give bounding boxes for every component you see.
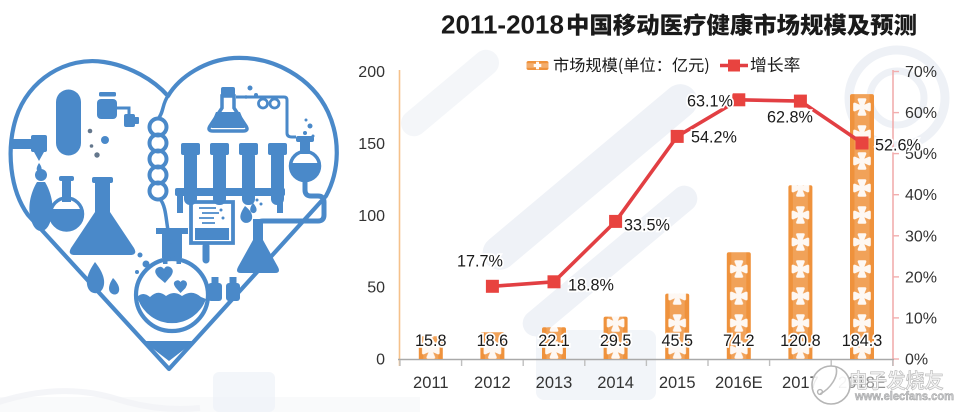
svg-text:150: 150 [358,136,385,153]
svg-text:74.2: 74.2 [723,332,755,350]
svg-text:18.8%: 18.8% [568,277,614,295]
svg-text:45.5: 45.5 [661,332,693,350]
svg-text:2017: 2017 [782,374,819,392]
svg-text:30%: 30% [905,228,937,245]
svg-text:120.8: 120.8 [780,332,821,350]
svg-text:2011-2018: 2011-2018 [441,10,564,40]
svg-text:29.5: 29.5 [600,332,632,350]
svg-text:50%: 50% [905,146,937,163]
svg-text:52.6%: 52.6% [875,137,921,155]
svg-text:40%: 40% [905,187,937,204]
svg-text:70%: 70% [905,64,937,81]
svg-text:20%: 20% [905,269,937,286]
svg-text:2012: 2012 [474,374,511,392]
svg-text:15.8: 15.8 [415,332,447,350]
svg-text:60%: 60% [905,105,937,122]
svg-text:2013: 2013 [536,374,573,392]
svg-text:200: 200 [358,64,385,81]
svg-text:50: 50 [367,280,385,297]
svg-text:100: 100 [358,208,385,225]
svg-text:33.5%: 33.5% [624,217,670,235]
svg-text:22.1: 22.1 [538,332,570,350]
svg-text:62.8%: 62.8% [767,109,813,127]
svg-text:18.6: 18.6 [477,332,509,350]
svg-text:2011: 2011 [413,374,448,392]
svg-text:www.elecfans.com: www.elecfans.com [854,389,954,403]
svg-text:0: 0 [376,352,385,369]
svg-text:10%: 10% [905,310,937,327]
svg-text:2014: 2014 [597,374,634,392]
svg-text:2016E: 2016E [715,374,763,392]
svg-text:17.7%: 17.7% [457,253,503,271]
svg-text:54.2%: 54.2% [691,129,737,147]
svg-text:2015: 2015 [659,374,696,392]
svg-text:63.1%: 63.1% [687,93,733,111]
svg-text:0%: 0% [905,352,928,369]
svg-text:184.3: 184.3 [842,332,883,350]
